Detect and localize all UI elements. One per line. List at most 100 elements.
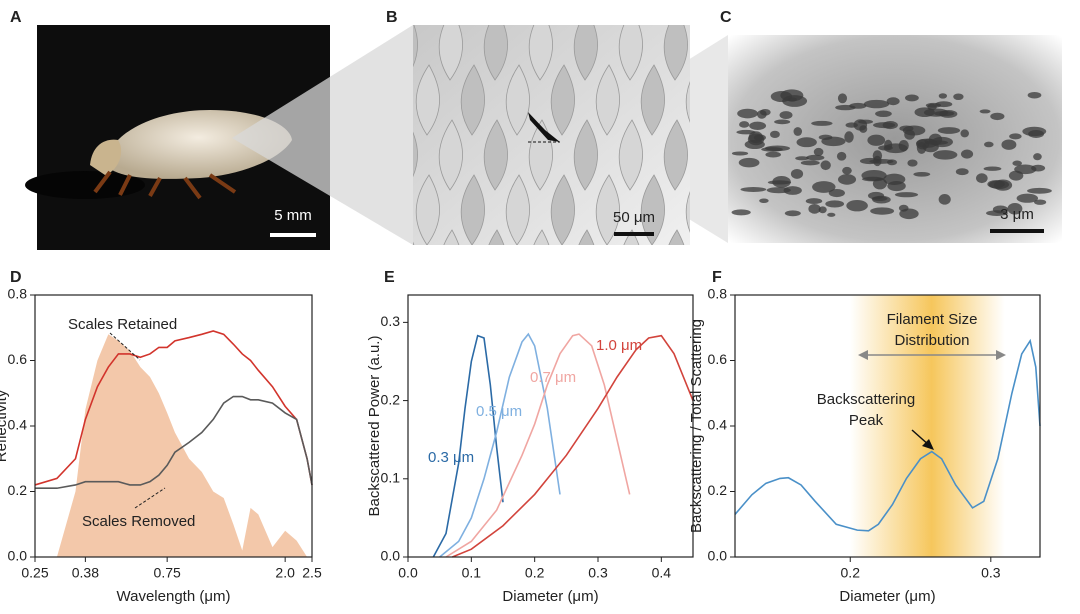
pore: [749, 121, 767, 130]
pore: [739, 121, 750, 128]
pore: [1027, 91, 1042, 99]
scale: [550, 174, 575, 245]
x-tick-label: 2.0: [275, 565, 295, 581]
scale: [415, 174, 440, 245]
pore: [736, 129, 756, 135]
pore: [937, 127, 961, 134]
x-tick-label: 0.4: [652, 565, 672, 581]
pore: [844, 131, 854, 143]
y-tick-label: 0.4: [708, 417, 728, 433]
distribution-band: [850, 295, 1005, 557]
series-label: 0.7 μm: [530, 369, 576, 386]
x-axis-label: Wavelength (μm): [117, 588, 231, 605]
pore: [902, 125, 926, 136]
scale: [663, 119, 688, 191]
pore: [907, 159, 918, 167]
pore: [913, 171, 931, 177]
scale-bar-label: 3 μm: [1000, 206, 1034, 223]
panel-label: C: [720, 9, 732, 26]
scale: [618, 119, 643, 191]
scale: [413, 241, 415, 245]
x-tick-label: 0.1: [462, 565, 482, 581]
series-line: [34, 330, 313, 486]
series-label: 0.3 μm: [428, 449, 474, 466]
pore: [784, 210, 801, 217]
scale: [505, 64, 530, 136]
scale-bar-label: 50 μm: [613, 209, 655, 226]
plot-frame: [407, 294, 694, 558]
beetle: [25, 110, 292, 200]
scale: [438, 119, 463, 191]
scale: [443, 229, 460, 245]
x-tick-label: 0.25: [21, 565, 48, 581]
pore: [808, 203, 821, 214]
y-axis-label: Backscattered Power (a.u.): [366, 336, 383, 517]
pore: [737, 108, 758, 119]
x-tick-label: 0.2: [525, 565, 545, 581]
pore: [933, 150, 958, 160]
y-tick-label: 0.8: [8, 286, 28, 302]
pore: [1027, 187, 1052, 194]
y-tick-label: 0.8: [708, 286, 728, 302]
scale: [483, 119, 508, 191]
scale: [573, 119, 598, 191]
scale: [413, 25, 418, 67]
pore: [827, 212, 836, 217]
panel-label: F: [712, 269, 722, 286]
scale: [550, 64, 575, 136]
pore: [988, 180, 1010, 190]
pore: [976, 173, 988, 184]
y-tick-label: 0.2: [381, 391, 401, 407]
pore: [983, 166, 1002, 171]
pore: [894, 192, 919, 198]
pore: [1008, 170, 1024, 181]
pore: [862, 176, 884, 182]
pore: [924, 140, 948, 145]
scale: [668, 229, 685, 245]
pore: [761, 147, 783, 152]
zoom-connector: [232, 25, 413, 245]
pore: [731, 151, 749, 156]
pore: [772, 176, 791, 188]
pore: [990, 112, 1005, 121]
annotation: Peak: [849, 412, 884, 429]
pore: [812, 181, 836, 193]
x-tick-label: 0.75: [154, 565, 181, 581]
scale: [488, 229, 505, 245]
pore: [793, 127, 803, 136]
label-pointer: [109, 332, 141, 361]
pore: [811, 120, 833, 126]
scale: [640, 64, 665, 136]
y-tick-label: 0.0: [708, 548, 728, 564]
scale: [573, 25, 598, 81]
scale-texture: [413, 25, 690, 245]
scale: [460, 64, 485, 136]
pore: [783, 186, 802, 195]
scale: [595, 174, 620, 245]
pore: [898, 204, 909, 212]
x-axis-label: Diameter (μm): [502, 588, 598, 605]
series-line: [445, 333, 631, 558]
pore: [846, 199, 868, 212]
pore: [795, 156, 809, 161]
scale: [413, 131, 418, 177]
x-axis-label: Diameter (μm): [839, 588, 935, 605]
y-tick-label: 0.2: [708, 482, 728, 498]
pore: [873, 155, 882, 167]
pore: [765, 151, 781, 158]
pore: [748, 131, 763, 144]
pore: [790, 168, 804, 179]
series-label: Scales Retained: [68, 316, 177, 333]
panel-label: E: [384, 269, 395, 286]
x-tick-label: 2.5: [302, 565, 322, 581]
scale: [578, 229, 595, 245]
pore: [796, 137, 817, 148]
pore: [1012, 160, 1022, 166]
y-tick-label: 0.0: [8, 548, 28, 564]
pore: [955, 168, 969, 176]
annotation: Distribution: [894, 332, 969, 349]
label-pointer: [134, 487, 166, 509]
scale-bar: [270, 233, 316, 237]
x-tick-label: 0.3: [981, 565, 1001, 581]
